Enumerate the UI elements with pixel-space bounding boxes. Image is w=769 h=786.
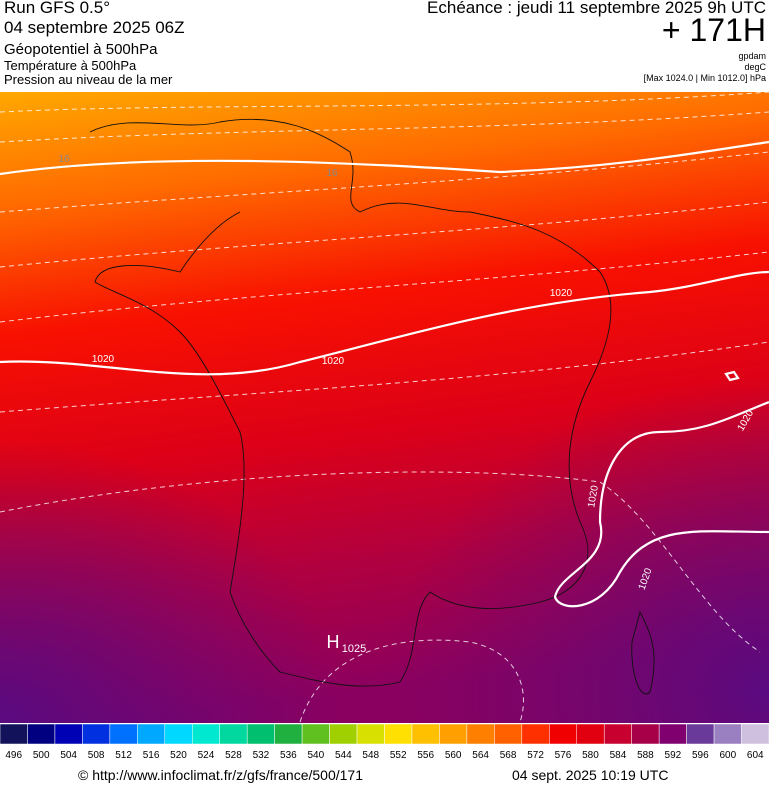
source-url: © http://www.infoclimat.fr/z/gfs/france/… [78,767,363,783]
color-cell [329,724,358,745]
scale-label: 504 [60,750,77,761]
scale-label: 500 [33,750,50,761]
scale-label: 536 [280,750,297,761]
high-value: 1025 [342,643,366,655]
color-cell [603,724,632,745]
run-date: 04 septembre 2025 06Z [4,18,185,37]
color-cell [219,724,248,745]
map: 16 16 1020 1020 1020 1020 1020 1020 H 10… [0,92,769,723]
scale-label: 532 [253,750,270,761]
color-cell [246,724,275,745]
scale-label: 556 [417,750,434,761]
scale-label: 496 [5,750,22,761]
contour-label: 16 [58,154,70,165]
scale-label: 576 [555,750,572,761]
scale-label: 544 [335,750,352,761]
run: Run GFS 0.5° [4,0,111,17]
isobars [0,140,769,608]
timestamp: 04 sept. 2025 10:19 UTC [512,767,669,783]
scale-label: 604 [747,750,764,761]
pressure-range: [Max 1024.0 | Min 1012.0] hPa [643,73,766,83]
color-cell [466,724,495,745]
scale-label: 524 [198,750,215,761]
echeance: Echéance : jeudi 11 septembre 2025 9h UT… [427,0,766,17]
color-cell [549,724,577,745]
scale-label: 564 [472,750,489,761]
contour-label: 1020 [92,354,115,365]
scale-label: 540 [307,750,324,761]
color-cell [494,724,523,745]
scale-label: 568 [500,750,517,761]
color-cell [741,724,769,745]
color-cell [137,724,166,745]
color-cell [658,724,687,745]
scale-label: 572 [527,750,544,761]
contour-label: 1020 [322,356,345,367]
unit: degC [744,62,766,72]
coastline [89,118,655,695]
color-scale: 496 500 504 508 512 516 520 524 528 532 536 540 544 5… [0,724,769,761]
color-cell [439,724,468,745]
layer: Température à 500hPa [4,58,137,73]
unit: gpdam [738,51,766,61]
layer: Pression au niveau de la mer [4,72,173,87]
map-labels: 16 16 1020 1020 1020 1020 1020 1020 H 10… [58,154,756,655]
color-cell [54,724,83,745]
high-marker: H [327,632,340,652]
scale-label: 580 [582,750,599,761]
color-cell [0,724,28,745]
color-cell [192,724,220,745]
color-cell [82,724,111,745]
color-cell [109,724,138,745]
lead-time: + 171H [661,12,766,48]
scale-label: 548 [362,750,379,761]
scale-label: 560 [445,750,462,761]
scale-label: 600 [719,750,736,761]
color-cell [301,724,330,745]
scale-label: 552 [390,750,407,761]
scale-label: 520 [170,750,187,761]
color-cell [686,724,715,745]
scale-label: 512 [115,750,132,761]
scale-label: 528 [225,750,242,761]
field [0,92,769,723]
color-cell [411,724,440,745]
scale-label: 584 [610,750,627,761]
isotherms [0,92,769,723]
color-cell [164,724,193,745]
color-cell [713,724,742,745]
color-cell [274,724,303,745]
color-cell [576,724,605,745]
color-cell [356,724,385,745]
contour-label: 16 [326,168,338,179]
layer: Géopotentiel à 500hPa [4,41,158,58]
scale-label: 516 [143,750,160,761]
scale-label: 508 [88,750,105,761]
scale-label: 596 [692,750,709,761]
scale-label: 588 [637,750,654,761]
color-cell [27,724,56,745]
scale-label: 592 [665,750,682,761]
color-cell [384,724,413,745]
contour-label: 1020 [586,484,601,508]
color-cell [631,724,660,745]
color-cell [521,724,550,745]
contour-label: 1020 [550,288,573,299]
